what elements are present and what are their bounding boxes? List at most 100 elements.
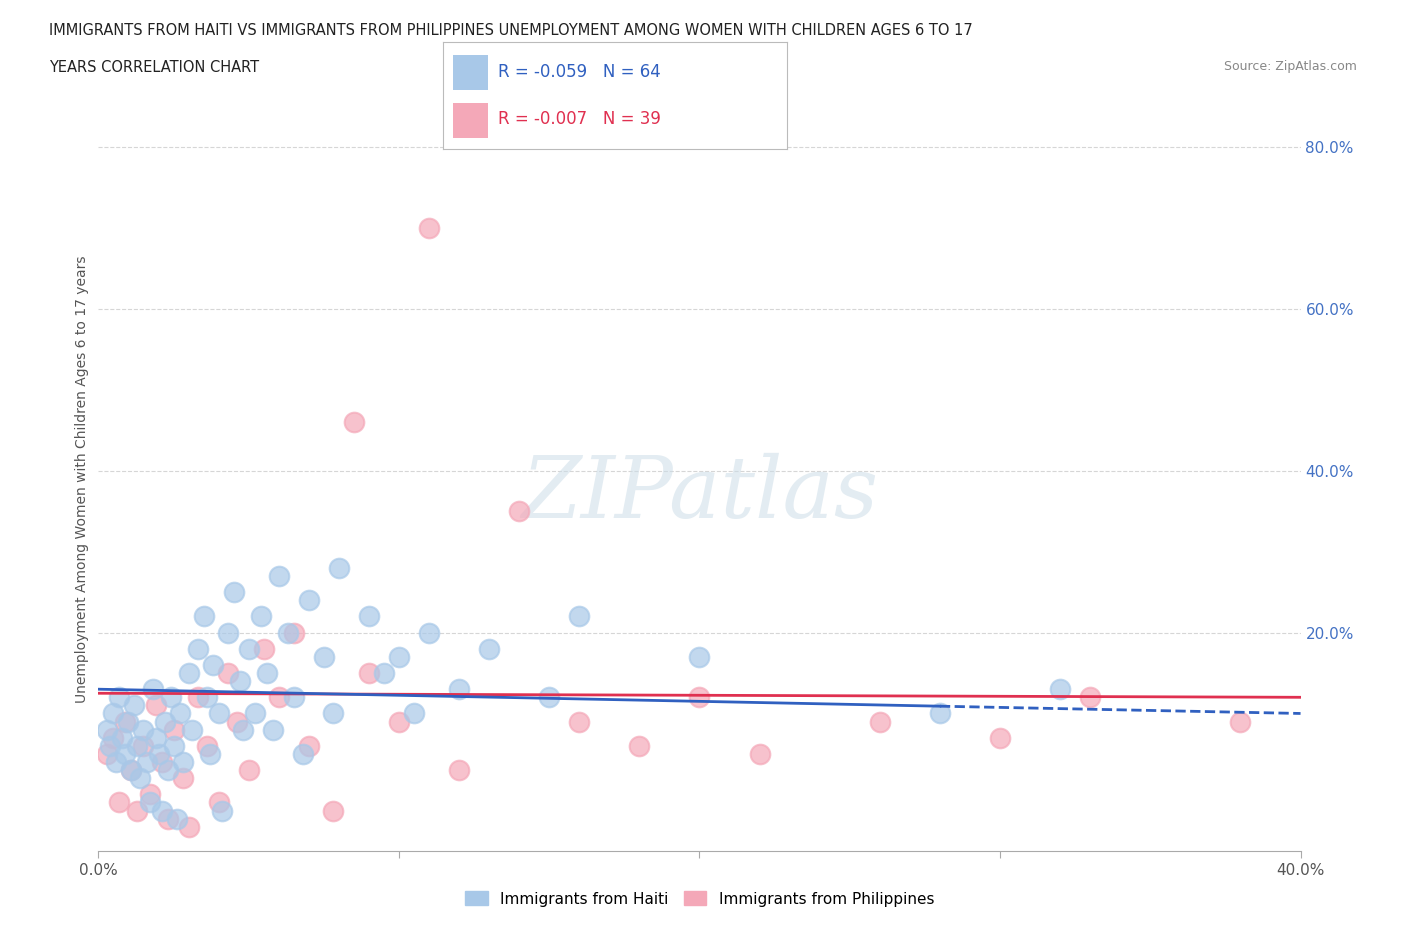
Point <box>193 609 215 624</box>
Y-axis label: Unemployment Among Women with Children Ages 6 to 17 years: Unemployment Among Women with Children A… <box>76 255 90 703</box>
Point <box>418 625 440 640</box>
Point <box>217 666 239 681</box>
Point <box>105 754 128 769</box>
Point <box>208 795 231 810</box>
Point <box>538 690 561 705</box>
Point <box>148 747 170 762</box>
Point <box>201 658 224 672</box>
Point <box>249 609 271 624</box>
Text: IMMIGRANTS FROM HAITI VS IMMIGRANTS FROM PHILIPPINES UNEMPLOYMENT AMONG WOMEN WI: IMMIGRANTS FROM HAITI VS IMMIGRANTS FROM… <box>49 23 973 38</box>
Point <box>195 738 218 753</box>
Point <box>145 698 167 712</box>
Point <box>103 730 125 745</box>
Point <box>256 666 278 681</box>
Point <box>1049 682 1071 697</box>
Point <box>159 690 181 705</box>
Point <box>208 706 231 721</box>
Bar <box>453 103 488 139</box>
Point <box>929 706 952 721</box>
Point <box>111 730 134 745</box>
Point <box>114 747 136 762</box>
Point <box>96 747 118 762</box>
Point <box>100 738 122 753</box>
Point <box>568 609 591 624</box>
Text: R = -0.059   N = 64: R = -0.059 N = 64 <box>498 63 661 81</box>
Point <box>238 763 260 777</box>
Text: R = -0.007   N = 39: R = -0.007 N = 39 <box>498 111 661 128</box>
Point <box>568 714 591 729</box>
Point <box>138 787 160 802</box>
Point <box>418 220 440 235</box>
Point <box>187 690 209 705</box>
Point <box>238 642 260 657</box>
Point <box>267 568 290 583</box>
Point <box>117 714 139 729</box>
Point <box>277 625 299 640</box>
Point <box>447 763 470 777</box>
Point <box>402 706 425 721</box>
Point <box>628 738 651 753</box>
Point <box>108 795 131 810</box>
Point <box>150 754 173 769</box>
Point <box>135 754 157 769</box>
Point <box>141 682 163 697</box>
Legend: Immigrants from Haiti, Immigrants from Philippines: Immigrants from Haiti, Immigrants from P… <box>465 892 934 907</box>
Point <box>222 585 245 600</box>
Point <box>121 763 143 777</box>
Point <box>748 747 770 762</box>
Point <box>283 690 305 705</box>
Point <box>198 747 221 762</box>
Point <box>232 723 254 737</box>
Point <box>298 592 321 607</box>
Point <box>177 819 200 834</box>
Point <box>145 730 167 745</box>
Point <box>177 666 200 681</box>
Point <box>96 723 118 737</box>
Point <box>357 666 380 681</box>
Point <box>150 804 173 818</box>
Point <box>162 723 184 737</box>
Point <box>253 642 276 657</box>
Point <box>132 723 155 737</box>
Point <box>127 738 149 753</box>
Point <box>267 690 290 705</box>
Point <box>343 415 366 430</box>
Point <box>869 714 891 729</box>
Point <box>138 795 160 810</box>
Point <box>162 738 184 753</box>
Text: YEARS CORRELATION CHART: YEARS CORRELATION CHART <box>49 60 259 75</box>
Point <box>180 723 202 737</box>
Point <box>388 714 411 729</box>
Point <box>1078 690 1101 705</box>
Point <box>108 690 131 705</box>
Point <box>689 649 711 664</box>
Point <box>153 714 176 729</box>
Point <box>166 811 188 826</box>
Point <box>211 804 233 818</box>
Point <box>124 698 146 712</box>
Point <box>129 771 152 786</box>
Point <box>195 690 218 705</box>
Point <box>262 723 284 737</box>
Point <box>187 642 209 657</box>
Point <box>478 642 501 657</box>
Point <box>217 625 239 640</box>
Point <box>988 730 1011 745</box>
Point <box>328 561 350 576</box>
Point <box>172 754 194 769</box>
Point <box>291 747 314 762</box>
Point <box>357 609 380 624</box>
Point <box>447 682 470 697</box>
Point <box>228 673 250 688</box>
Point <box>283 625 305 640</box>
Point <box>103 706 125 721</box>
Point <box>312 649 335 664</box>
Point <box>298 738 321 753</box>
Point <box>322 706 344 721</box>
Point <box>172 771 194 786</box>
Point <box>388 649 411 664</box>
Point <box>169 706 191 721</box>
Text: ZIPatlas: ZIPatlas <box>520 453 879 535</box>
Point <box>156 811 179 826</box>
Point <box>156 763 179 777</box>
